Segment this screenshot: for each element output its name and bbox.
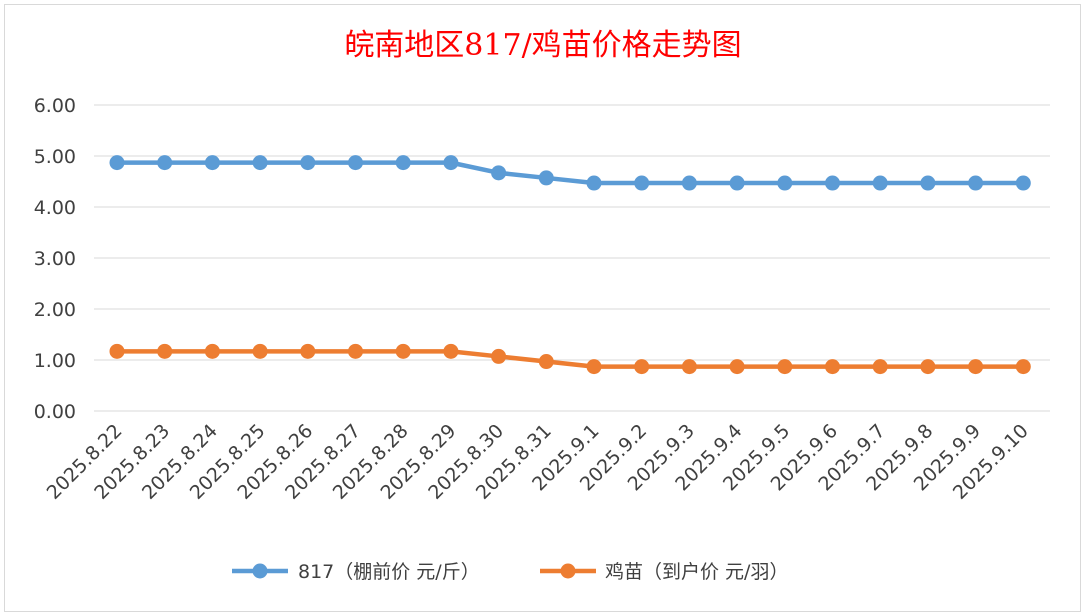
data-point [252, 155, 268, 171]
series-2 [109, 343, 1031, 375]
data-point [157, 343, 173, 359]
legend-item: 鸡苗（到户价 元/羽） [540, 561, 788, 583]
data-point [968, 175, 984, 191]
data-point [491, 348, 507, 364]
data-point [777, 175, 793, 191]
data-point [252, 343, 268, 359]
data-point [204, 343, 220, 359]
data-point [825, 359, 840, 375]
data-point [443, 343, 459, 359]
series-line [114, 160, 1026, 186]
data-point [872, 175, 888, 191]
legend-swatch-marker [252, 563, 268, 579]
data-point [395, 343, 411, 359]
data-point [300, 155, 316, 171]
data-point [681, 359, 697, 375]
y-tick-label: 4.00 [34, 197, 76, 219]
data-point [204, 155, 220, 171]
data-point [920, 359, 936, 375]
legend-label: 817（棚前价 元/斤） [298, 561, 480, 583]
data-point [872, 359, 888, 375]
data-point [634, 359, 650, 375]
data-point [109, 343, 125, 359]
y-tick-label: 3.00 [34, 248, 76, 270]
legend: 817（棚前价 元/斤） 鸡苗（到户价 元/羽） [232, 561, 788, 583]
legend-label: 鸡苗（到户价 元/羽） [605, 561, 788, 583]
y-tick-label: 2.00 [34, 299, 76, 321]
data-point [157, 155, 173, 171]
series-lines [109, 155, 1031, 375]
series-line [114, 349, 1026, 369]
data-point [538, 170, 554, 186]
legend-item: 817（棚前价 元/斤） [232, 561, 480, 583]
data-point [634, 175, 650, 191]
data-point [586, 175, 602, 191]
data-point [777, 359, 793, 375]
data-point [300, 343, 316, 359]
data-point [348, 343, 363, 359]
data-point [729, 359, 745, 375]
data-point [348, 155, 363, 171]
data-point [586, 359, 602, 375]
data-point [109, 155, 125, 171]
y-axis-ticks: 0.00 1.00 2.00 3.00 4.00 5.00 6.00 [34, 95, 76, 423]
y-tick-label: 1.00 [34, 350, 76, 372]
y-tick-label: 5.00 [34, 146, 76, 168]
y-tick-label: 6.00 [34, 95, 76, 117]
x-axis-ticks: 2025.8.222025.8.232025.8.242025.8.252025… [43, 420, 1033, 504]
data-point [825, 175, 840, 191]
series-1 [109, 155, 1031, 191]
data-point [1015, 359, 1031, 375]
data-point [538, 354, 554, 370]
data-point [920, 175, 936, 191]
data-point [681, 175, 697, 191]
data-point [395, 155, 411, 171]
data-point [491, 165, 507, 181]
gridlines [94, 104, 1050, 412]
legend-swatch-marker [560, 563, 576, 579]
y-tick-label: 0.00 [34, 401, 76, 423]
chart-title: 皖南地区817/鸡苗价格走势图 [344, 28, 741, 63]
data-point [729, 175, 745, 191]
data-point [968, 359, 984, 375]
data-point [443, 155, 459, 171]
data-point [1015, 175, 1031, 191]
